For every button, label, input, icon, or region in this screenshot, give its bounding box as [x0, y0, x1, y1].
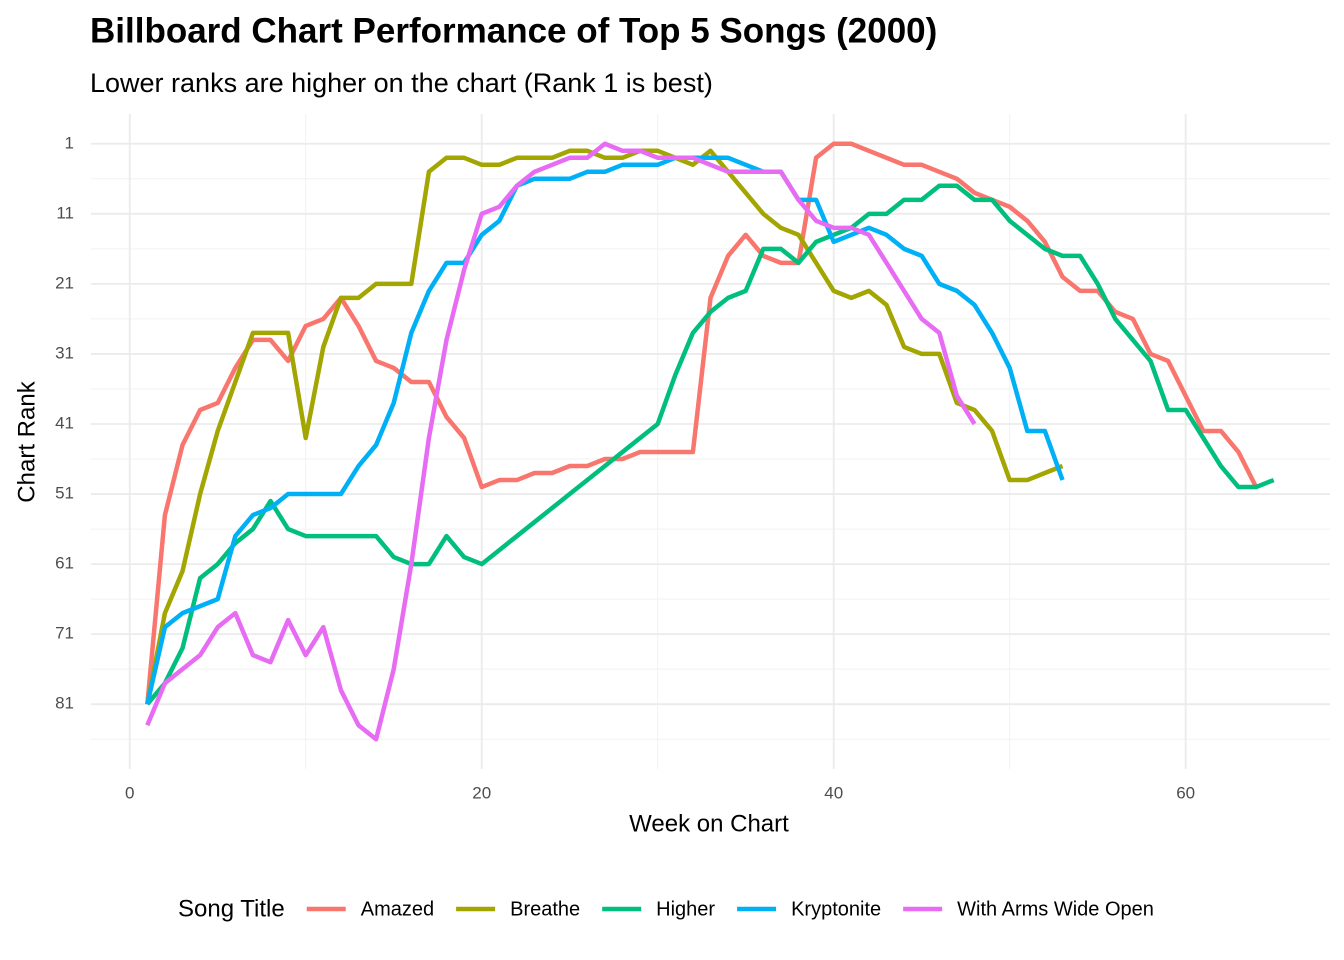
legend-label: Amazed	[361, 898, 434, 920]
series-line	[145, 141, 1259, 705]
lines	[145, 141, 1275, 742]
legend-label: Breathe	[510, 898, 580, 920]
x-axis-title: Week on Chart	[629, 810, 789, 837]
y-tick-label: 41	[55, 413, 74, 432]
y-tick-label: 71	[55, 624, 74, 643]
chart-title: Billboard Chart Performance of Top 5 Son…	[90, 11, 937, 50]
series-line	[145, 148, 1064, 705]
series-line	[145, 183, 1275, 706]
x-tick-label: 40	[824, 783, 843, 802]
chart-subtitle: Lower ranks are higher on the chart (Ran…	[90, 68, 713, 98]
x-tick-label: 0	[125, 783, 134, 802]
legend-label: With Arms Wide Open	[957, 898, 1154, 920]
y-tick-label: 11	[56, 203, 74, 222]
series-line	[145, 155, 1065, 705]
y-tick-label: 1	[65, 133, 74, 152]
legend-label: Higher	[656, 898, 715, 920]
y-tick-label: 21	[55, 273, 74, 292]
y-tick-label: 81	[55, 694, 74, 713]
y-axis-title: Chart Rank	[13, 380, 40, 502]
x-tick-label: 20	[472, 783, 491, 802]
legend: Song Title Amazed Breathe Higher Kryptonite…	[178, 895, 1154, 922]
legend-label: Kryptonite	[791, 898, 881, 920]
y-tick-label: 51	[55, 484, 74, 503]
y-tick-label: 31	[55, 343, 74, 362]
series-line	[145, 141, 977, 742]
y-tick-label: 61	[55, 554, 74, 573]
x-tick-label: 60	[1176, 783, 1195, 802]
legend-title: Song Title	[178, 895, 285, 922]
